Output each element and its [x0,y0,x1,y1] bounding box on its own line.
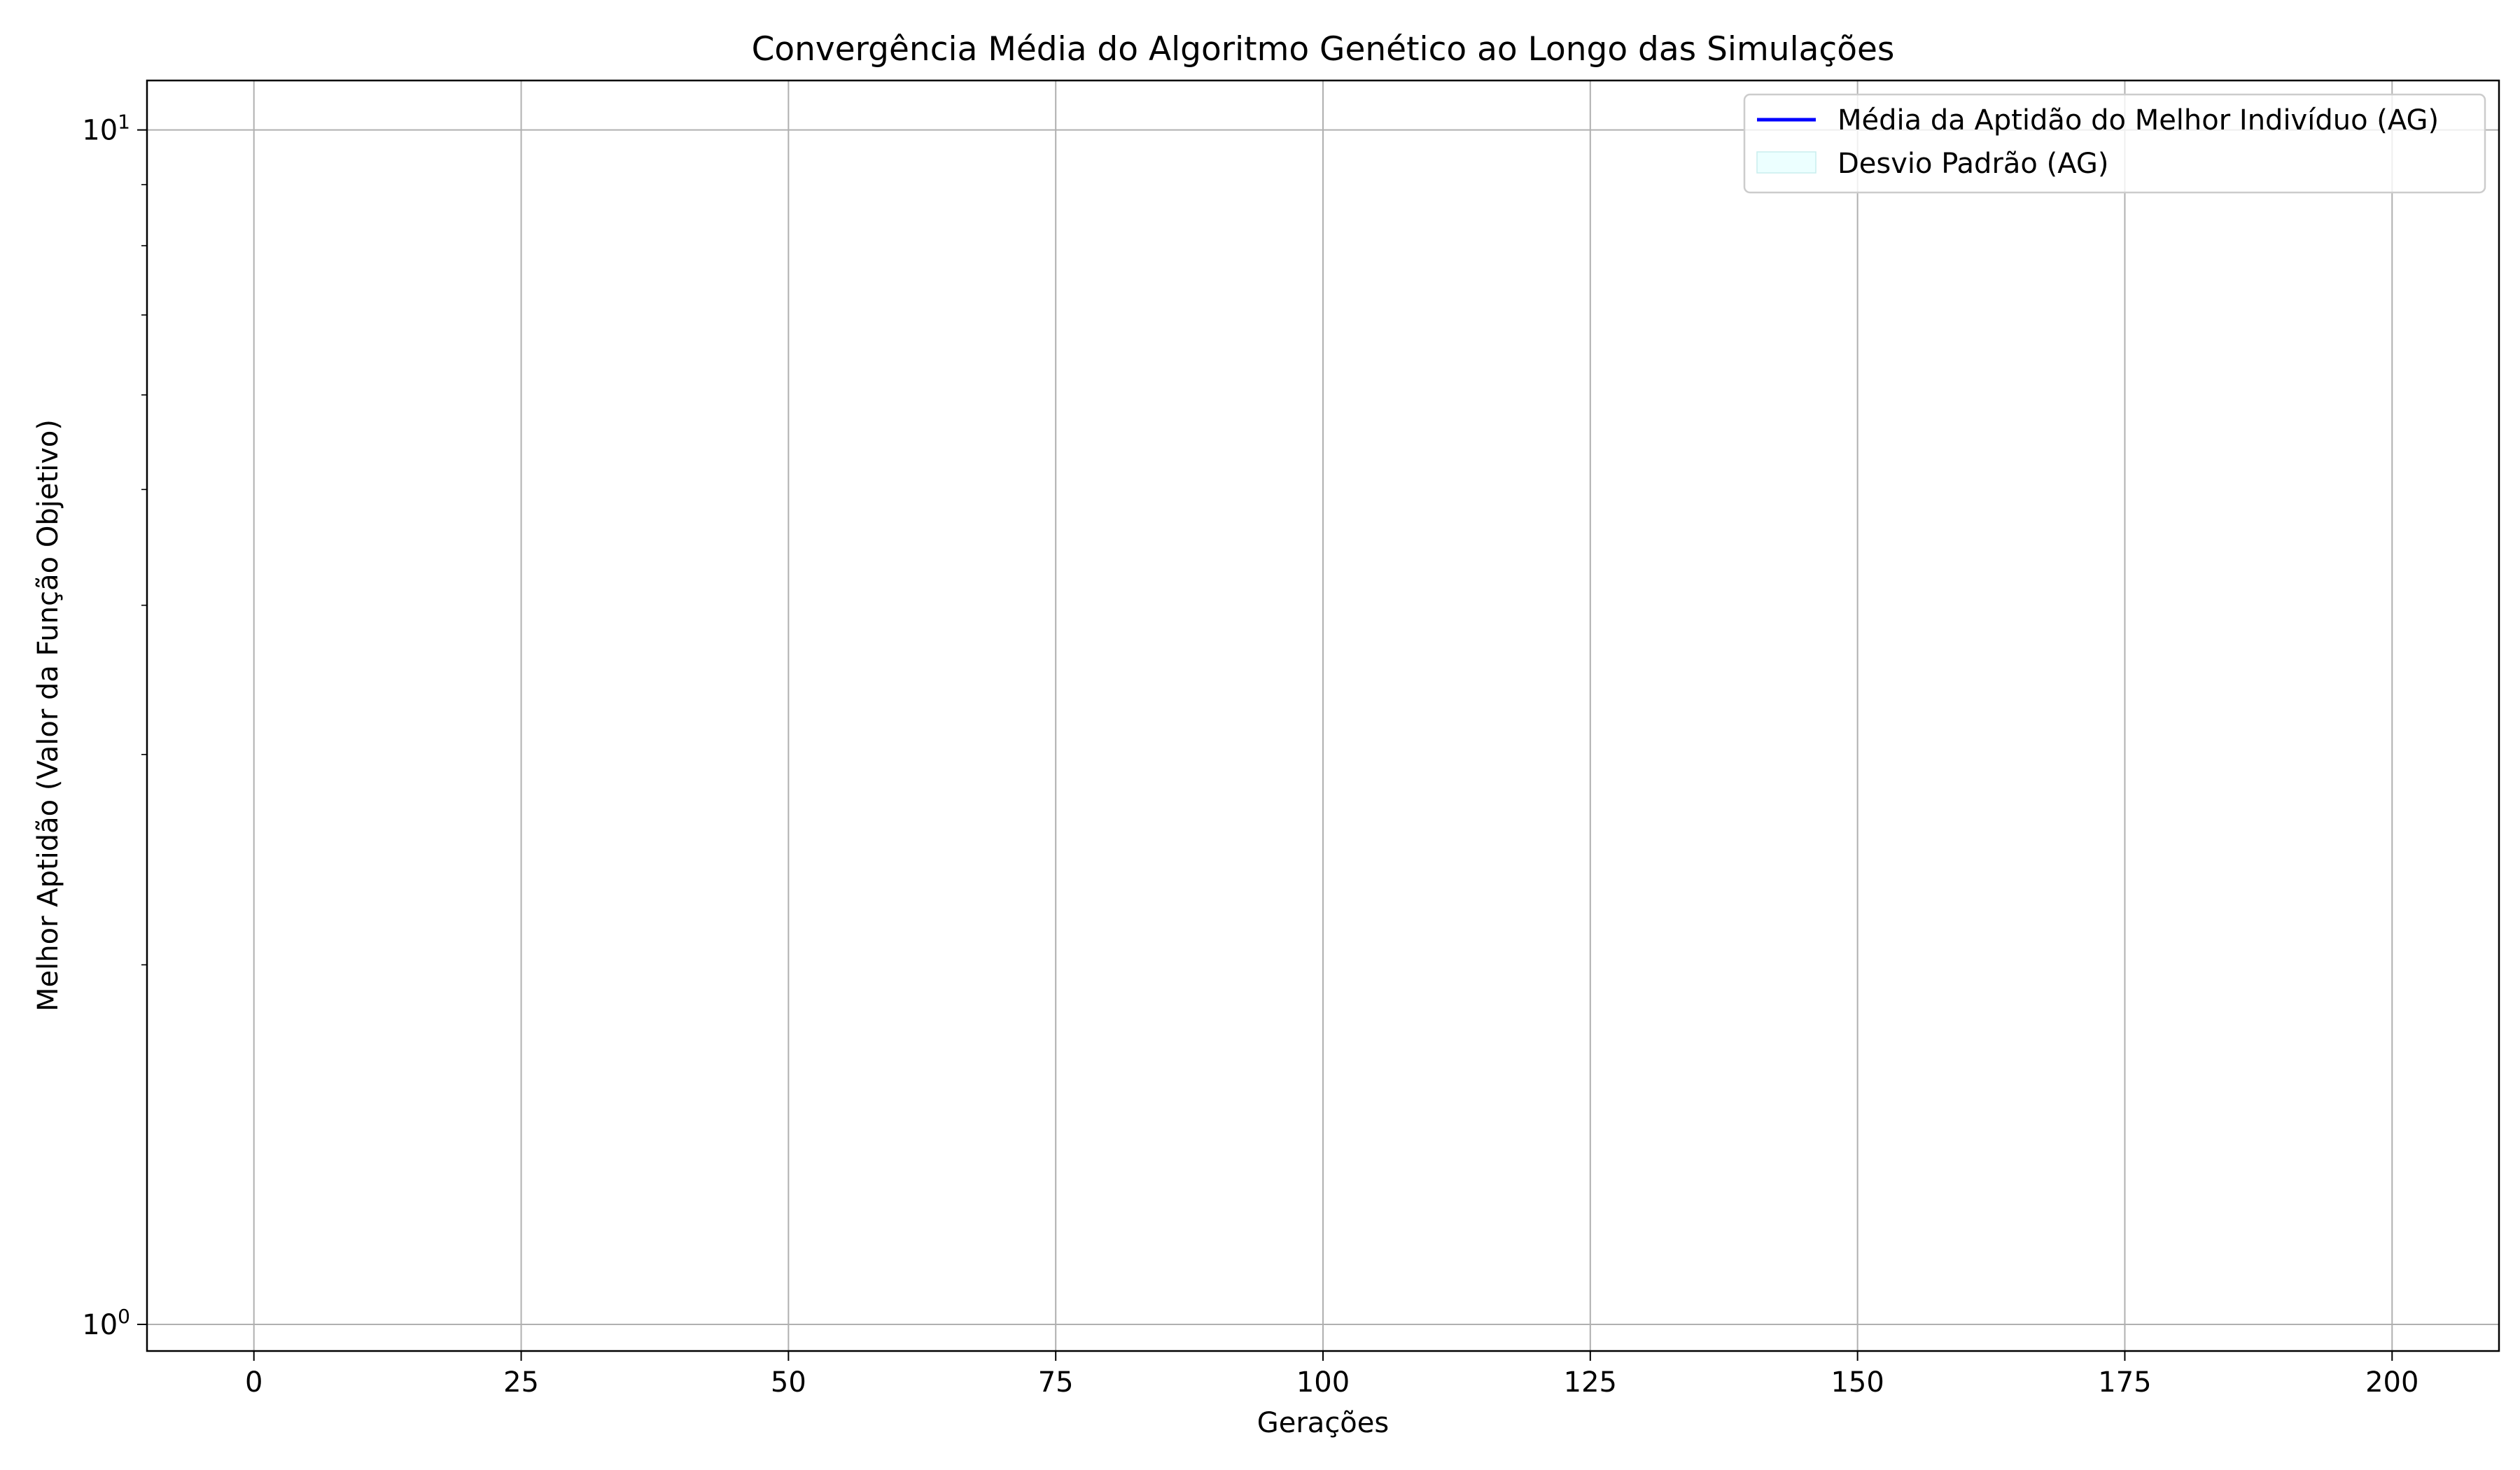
y-ticks: 100 101 [82,111,147,1341]
x-ticks: 0 25 50 75 100 125 150 175 200 [245,1351,2418,1399]
x-tick-label: 175 [2098,1366,2151,1399]
x-tick-label: 125 [1564,1366,1617,1399]
chart-title: Convergência Média do Algoritmo Genético… [752,30,1895,69]
legend-label-std: Desvio Padrão (AG) [1837,148,2108,180]
y-axis-label: Melhor Aptidão (Valor da Função Objetivo… [32,419,64,1011]
x-tick-label: 0 [245,1366,262,1399]
legend: Média da Aptidão do Melhor Indivíduo (AG… [1743,93,2486,194]
legend-label-mean: Média da Aptidão do Melhor Indivíduo (AG… [1837,104,2439,136]
plot-frame [146,79,2500,1352]
grid-layer [147,80,2499,1351]
legend-box [1743,93,2486,194]
y-tick-label: 100 [82,1305,130,1341]
y-tick-label: 101 [82,111,130,147]
x-axis-label: Gerações [1257,1407,1389,1439]
legend-band-swatch [1756,151,1816,174]
x-tick-label: 150 [1830,1366,1884,1399]
x-tick-label: 25 [503,1366,539,1399]
x-tick-label: 50 [771,1366,806,1399]
x-tick-label: 100 [1296,1366,1350,1399]
x-tick-label: 75 [1038,1366,1074,1399]
x-tick-label: 200 [2365,1366,2418,1399]
